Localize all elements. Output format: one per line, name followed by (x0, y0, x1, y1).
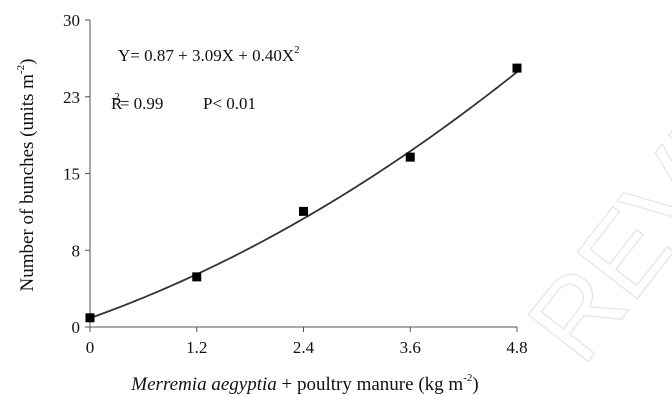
y-label-sup: -2 (15, 65, 27, 74)
equation-main: Y= 0.87 + 3.09X + 0.40X (118, 46, 294, 65)
x-tick-label: 0 (86, 338, 95, 357)
r-letter: R (111, 94, 123, 113)
equation-sup: 2 (294, 44, 300, 56)
data-point (405, 152, 415, 162)
data-point (85, 313, 95, 323)
y-tick-label: 23 (63, 88, 80, 107)
x-tick-label: 3.6 (400, 338, 421, 357)
y-tick-label: 15 (63, 165, 80, 184)
x-tick-label: 4.8 (506, 338, 527, 357)
data-point (299, 206, 308, 216)
data-point (192, 272, 202, 282)
x-label-italic: Merremia aegyptia (130, 374, 276, 395)
p-value: P< 0.01 (203, 94, 256, 113)
x-axis-label: Merremia aegyptia + poultry manure (kg m… (130, 372, 478, 395)
y-ticks: 0 8 15 23 30 (63, 11, 90, 337)
x-label-sup: -2 (463, 372, 472, 384)
x-tick-label: 2.4 (293, 338, 315, 357)
axes (89, 20, 517, 328)
fit-curve (89, 71, 518, 319)
y-label-main: Number of bunches (units m (17, 74, 38, 292)
x-tick-label: 1.2 (186, 338, 207, 357)
data-points (85, 63, 522, 323)
equation-annotation: Y= 0.87 + 3.09X + 0.40X2 (118, 44, 300, 65)
y-tick-label: 8 (72, 241, 81, 260)
watermark: REVIEW (505, 0, 672, 383)
r-value: = 0.99 (120, 94, 164, 113)
x-label-close: ) (472, 374, 478, 395)
y-label-close: ) (17, 59, 38, 65)
r-sup: 2 (114, 91, 120, 103)
stats-annotation: R2= 0.99 (111, 91, 163, 113)
x-ticks: 0 1.2 2.4 3.6 4.8 (86, 327, 528, 357)
y-tick-label: 0 (72, 318, 81, 337)
y-axis-label: Number of bunches (units m-2) (15, 59, 38, 292)
data-point (512, 63, 522, 73)
x-label-rest: + poultry manure (kg m (277, 374, 464, 395)
y-tick-label: 30 (63, 11, 80, 30)
